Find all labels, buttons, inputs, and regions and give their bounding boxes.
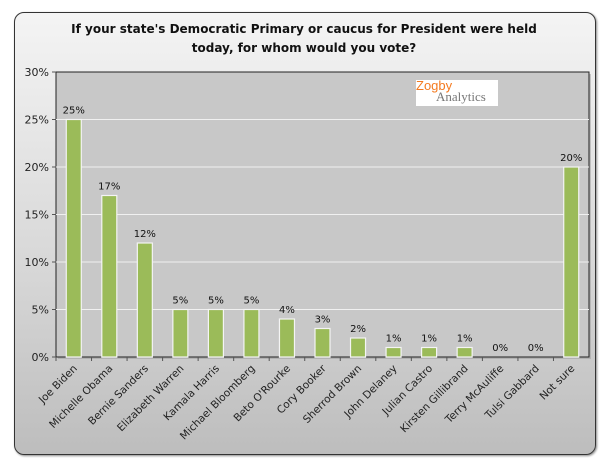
x-tick-label: Elizabeth Warren	[115, 363, 187, 435]
x-tick-label: Not sure	[537, 363, 577, 403]
x-tick-label: Michelle Obama	[47, 363, 115, 431]
bar	[101, 194, 118, 358]
x-tick-label: Kirsten Gillibrand	[398, 363, 471, 436]
y-tick-label: 5%	[32, 304, 49, 317]
data-label: 3%	[315, 315, 331, 326]
data-label: 4%	[279, 305, 295, 316]
y-tick-label: 0%	[32, 351, 49, 364]
bar	[385, 346, 402, 358]
y-tick-label: 25%	[25, 114, 49, 127]
data-label: 1%	[421, 334, 437, 345]
bar	[421, 346, 438, 358]
data-label: 2%	[350, 324, 366, 335]
bar	[65, 118, 82, 358]
y-tick-label: 15%	[25, 209, 49, 222]
data-label: 5%	[243, 296, 259, 307]
data-label: 0%	[528, 343, 544, 354]
y-tick-label: 20%	[25, 161, 49, 174]
bar	[278, 318, 296, 358]
title-line-2: today, for whom would you vote?	[191, 41, 417, 55]
bar	[563, 166, 580, 358]
data-label: 12%	[134, 229, 156, 240]
logo-line-2: Analytics	[436, 89, 486, 104]
logo-line-1: Zogby	[416, 78, 453, 93]
data-label: 1%	[386, 334, 402, 345]
y-tick-label: 30%	[25, 66, 49, 79]
chart-title: If your state's Democratic Primary or ca…	[14, 20, 594, 58]
data-label: 5%	[172, 296, 188, 307]
zogby-logo: Zogby Analytics	[416, 78, 498, 106]
bar	[172, 308, 189, 358]
title-line-1: If your state's Democratic Primary or ca…	[71, 22, 537, 36]
data-label: 17%	[98, 182, 120, 193]
data-label: 25%	[63, 106, 85, 117]
x-tick-label: Bernie Sanders	[86, 363, 151, 428]
bar	[314, 327, 331, 358]
bar	[136, 242, 153, 358]
data-label: 5%	[208, 296, 224, 307]
data-label: 20%	[560, 153, 582, 164]
data-label: 0%	[492, 343, 508, 354]
data-label: 1%	[457, 334, 473, 345]
bar	[349, 337, 367, 358]
y-tick-label: 10%	[25, 256, 49, 269]
bar	[243, 308, 260, 358]
bar	[456, 346, 473, 358]
bar	[207, 308, 224, 358]
